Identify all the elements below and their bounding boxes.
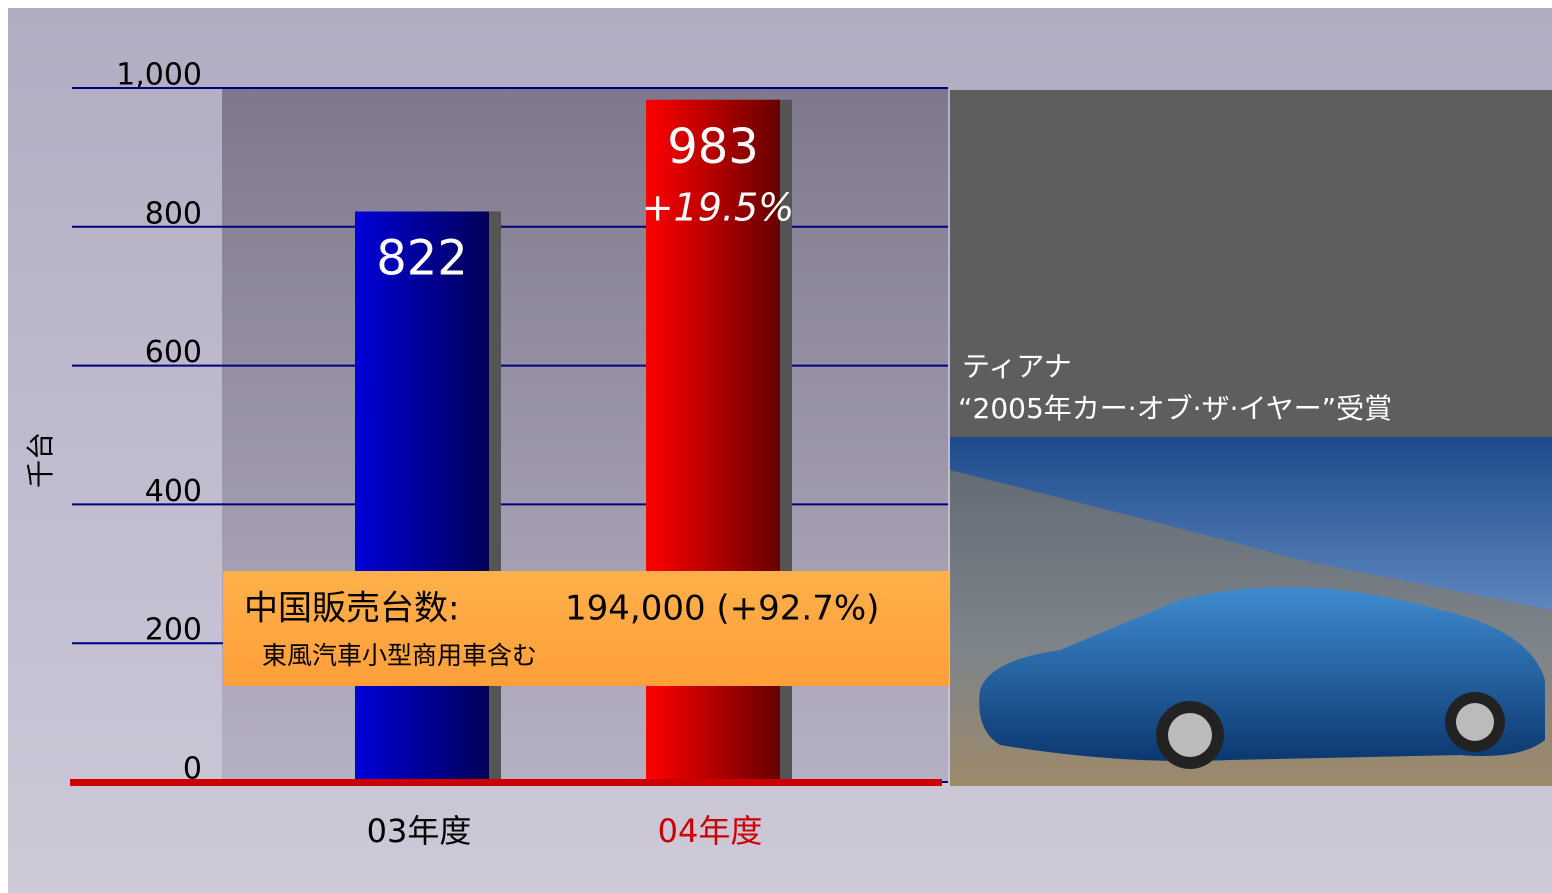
value-label: 822 bbox=[376, 231, 468, 287]
photo-wheel bbox=[1168, 713, 1212, 757]
photo-caption: ティアナ bbox=[962, 350, 1072, 383]
info-title: 中国販売台数: bbox=[244, 589, 459, 629]
info-note: 東風汽車小型商用車含む bbox=[262, 641, 537, 670]
y-axis-label: 千台 bbox=[24, 432, 57, 488]
info-value: 194,000 (+92.7%) bbox=[565, 589, 879, 629]
x-tick-label: 03年度 bbox=[367, 812, 472, 850]
bar-shading bbox=[355, 212, 489, 782]
photo-caption: “2005年カー·オブ·ザ·イヤー”受賞 bbox=[958, 392, 1392, 425]
caption-panel bbox=[950, 90, 1552, 437]
photo-wheel bbox=[1456, 703, 1494, 741]
annotation: +19.5% bbox=[642, 185, 795, 229]
value-label: 983 bbox=[667, 119, 759, 175]
slide: ティアナ “2005年カー·オブ·ザ·イヤー”受賞 千台 02004006008… bbox=[0, 0, 1552, 893]
x-tick-label: 04年度 bbox=[658, 812, 763, 850]
photo bbox=[950, 437, 1552, 786]
baseline bbox=[70, 779, 942, 786]
